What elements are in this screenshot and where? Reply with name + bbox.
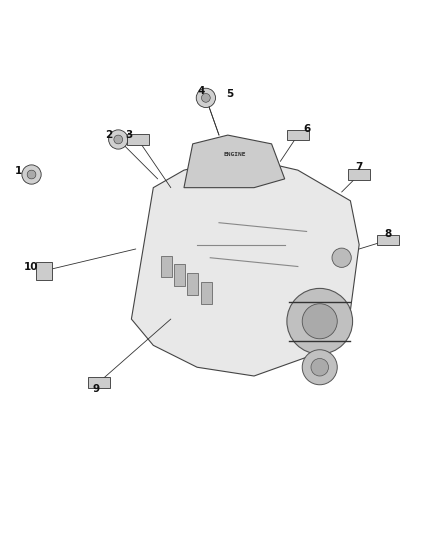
Circle shape (27, 170, 36, 179)
Bar (348, 169, 370, 180)
Circle shape (332, 248, 351, 268)
Text: 6: 6 (303, 124, 310, 134)
Circle shape (114, 135, 123, 144)
Polygon shape (184, 135, 285, 188)
Bar (127, 134, 149, 145)
Polygon shape (131, 157, 359, 376)
Circle shape (196, 88, 215, 108)
Text: 8: 8 (384, 229, 391, 239)
Circle shape (287, 288, 353, 354)
Bar (287, 130, 309, 140)
Text: 7: 7 (356, 161, 363, 172)
Circle shape (201, 93, 210, 102)
Bar (36, 262, 52, 280)
Text: 5: 5 (226, 90, 233, 99)
Bar (377, 235, 399, 246)
Circle shape (109, 130, 128, 149)
Text: 1: 1 (15, 166, 22, 176)
Text: ENGINE: ENGINE (223, 152, 246, 157)
Circle shape (22, 165, 41, 184)
Text: 10: 10 (24, 262, 39, 272)
Bar (201, 282, 212, 304)
Bar (187, 273, 198, 295)
Text: 9: 9 (93, 384, 100, 394)
Circle shape (302, 304, 337, 339)
Circle shape (302, 350, 337, 385)
Text: 4: 4 (198, 86, 205, 96)
Text: 3: 3 (126, 130, 133, 140)
Bar (174, 264, 185, 286)
Bar (161, 255, 172, 278)
Text: 2: 2 (105, 130, 112, 140)
Bar (88, 377, 110, 388)
Circle shape (311, 359, 328, 376)
